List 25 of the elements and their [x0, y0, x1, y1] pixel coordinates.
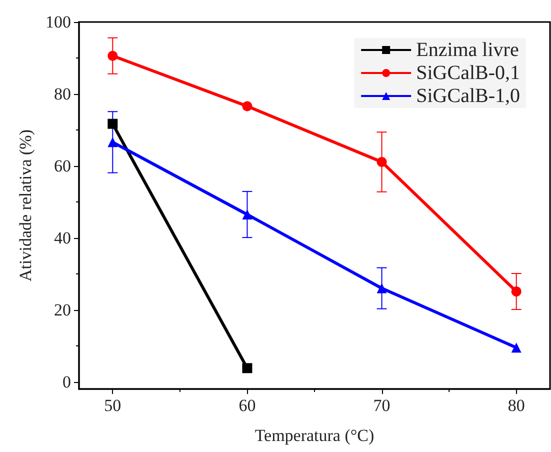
point — [108, 50, 118, 61]
y-tick-label: 60 — [54, 156, 71, 176]
y-tick-label: 0 — [62, 372, 71, 392]
point — [108, 137, 118, 148]
y-tick-label: 20 — [54, 300, 71, 320]
x-tick-label: 60 — [238, 396, 256, 415]
point — [242, 101, 252, 112]
point — [376, 283, 387, 294]
point — [108, 118, 118, 129]
point — [376, 156, 387, 167]
y-axis-title: Atividade relativa (%) — [16, 130, 35, 282]
y-tick-label: 40 — [54, 228, 71, 248]
point — [511, 286, 522, 296]
y-tick-label: 100 — [46, 12, 71, 32]
legend-label: Enzima livre — [416, 39, 519, 61]
point — [511, 342, 522, 353]
point — [242, 363, 252, 374]
point — [242, 209, 252, 220]
x-tick-label: 50 — [104, 396, 122, 415]
y-tick-label: 80 — [54, 84, 71, 104]
legend-label: SiGCalB-1,0 — [416, 85, 520, 107]
x-tick-label: 80 — [508, 396, 525, 415]
x-tick-label: 70 — [373, 396, 390, 415]
legend-label: SiGCalB-0,1 — [416, 62, 520, 84]
x-axis-title: Temperatura (°C) — [254, 426, 374, 445]
